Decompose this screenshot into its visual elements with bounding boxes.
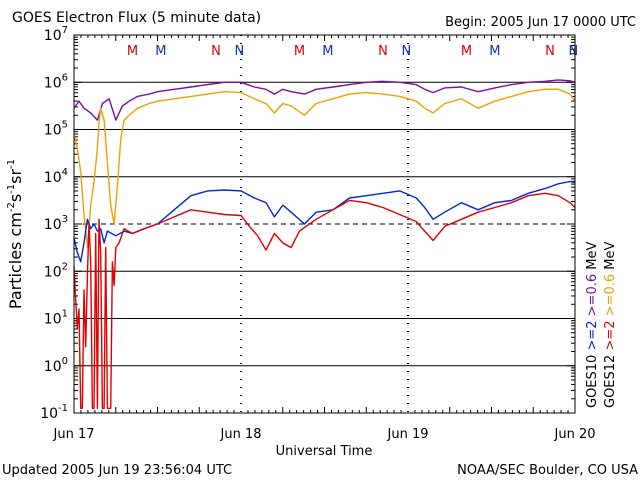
- y-tick-label: 102: [44, 261, 68, 280]
- marker-label: N: [401, 44, 411, 59]
- y-tick-label: 107: [44, 25, 68, 44]
- marker-label: M: [489, 44, 500, 59]
- x-tick-label: Jun 20: [554, 427, 596, 442]
- y-tick-label: 106: [44, 72, 68, 91]
- y-tick-label: 101: [44, 309, 68, 328]
- grid-lines: [74, 81, 575, 367]
- marker-label: N: [234, 44, 244, 59]
- x-tick-label: Jun 19: [387, 427, 429, 442]
- marker-label: N: [545, 44, 555, 59]
- marker-label: N: [378, 44, 388, 59]
- svg-text:Particles cm-2s-1sr-1: Particles cm-2s-1sr-1: [6, 159, 25, 309]
- flux-series: [73, 79, 576, 409]
- y-tick-label: 100: [44, 356, 68, 375]
- y-tick-label: 10-1: [40, 403, 68, 422]
- series-line: [73, 192, 576, 409]
- marker-label: N: [568, 44, 578, 59]
- legend-entry: GOES10 >=2 >=0.6 MeV: [585, 242, 600, 408]
- credit-text: NOAA/SEC Boulder, CO USA: [457, 463, 638, 478]
- begin-time: Begin: 2005 Jun 17 0000 UTC: [445, 15, 636, 30]
- y-tick-label: 104: [44, 167, 68, 186]
- updated-timestamp: Updated 2005 Jun 19 23:56:04 UTC: [2, 463, 232, 478]
- legend-entry: GOES12 >=2 >=0.6 MeV: [603, 242, 618, 408]
- chart-title: GOES Electron Flux (5 minute data): [12, 10, 261, 26]
- y-tick-label: 105: [44, 120, 68, 139]
- plot-frame: [73, 34, 576, 414]
- series-line: [73, 79, 576, 121]
- series-line: [73, 88, 576, 249]
- x-tick-label: Jun 18: [220, 427, 262, 442]
- marker-label: N: [211, 44, 221, 59]
- series-line: [73, 180, 576, 263]
- marker-label: M: [294, 44, 305, 59]
- marker-label: M: [461, 44, 472, 59]
- marker-label: M: [322, 44, 333, 59]
- marker-label: M: [155, 44, 166, 59]
- y-axis-ticks: 10-1 100 101 102 103 104 105 106 107: [40, 25, 575, 422]
- marker-label: M: [127, 44, 138, 59]
- y-tick-label: 103: [44, 214, 68, 233]
- x-tick-label: Jun 17: [53, 427, 95, 442]
- y-axis-label: Particles cm-2s-1sr-1: [6, 159, 25, 309]
- x-axis-label: Universal Time: [276, 444, 373, 459]
